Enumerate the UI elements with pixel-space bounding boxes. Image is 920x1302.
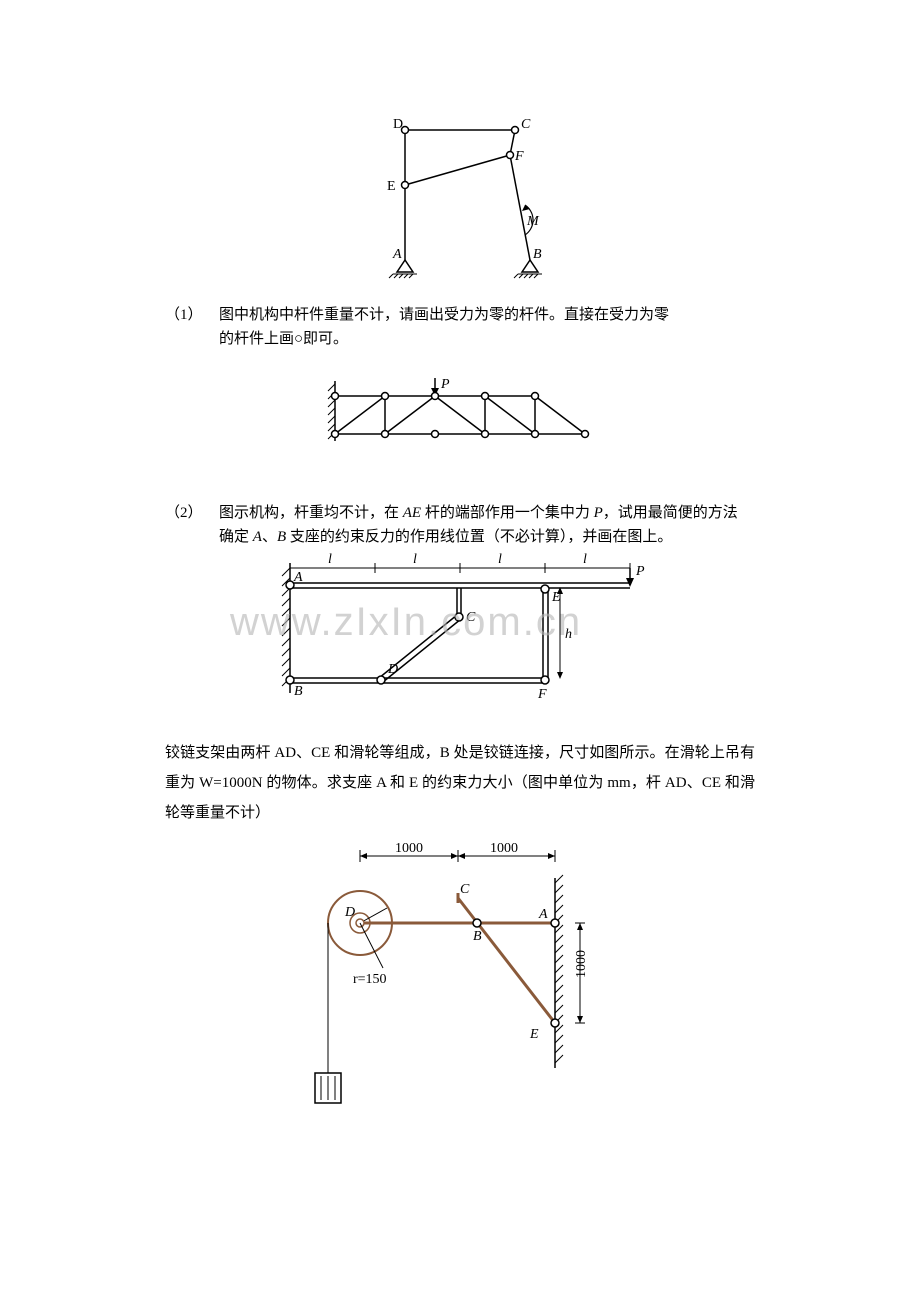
f4-B: B [473, 929, 482, 944]
label-E: E [387, 179, 396, 194]
label-M: M [526, 214, 540, 229]
q1-text: 图中机构中杆件重量不计，请画出受力为零的杆件。直接在受力为零 的杆件上画○即可。 [219, 303, 739, 351]
q1-line2: 的杆件上画○即可。 [219, 331, 348, 347]
q2-num: （2） [165, 501, 215, 522]
figure-2-container: P [165, 376, 755, 456]
label-C: C [521, 117, 531, 132]
question-1: （1） 图中机构中杆件重量不计，请画出受力为零的杆件。直接在受力为零 的杆件上画… [165, 303, 755, 351]
label-D: D [393, 117, 403, 132]
figure-1-container: D C F E A B M [165, 110, 755, 285]
figure-1-svg: D C F E A B M [375, 110, 545, 285]
f4-r: r=150 [353, 972, 387, 987]
f4-C: C [460, 882, 470, 897]
f3-F: F [537, 687, 547, 702]
f3-l3: l [498, 552, 502, 567]
f4-E: E [529, 1027, 539, 1042]
label-P: P [440, 377, 450, 392]
label-F: F [514, 149, 524, 164]
f3-E: E [551, 590, 561, 605]
q1-line1: 图中机构中杆件重量不计，请画出受力为零的杆件。直接在受力为零 [219, 307, 669, 323]
question-2: （2） 图示机构，杆重均不计，在 AE 杆的端部作用一个集中力 P，试用最简便的… [165, 501, 755, 549]
figure-3-svg: A B C D E F P l l l l h [260, 543, 660, 708]
f4-d1: 1000 [395, 841, 423, 856]
f3-l2: l [413, 552, 417, 567]
q1-num: （1） [165, 303, 215, 324]
f3-B: B [294, 684, 303, 699]
figure-4-svg: 1000 1000 1000 C D B A E r=150 [305, 838, 615, 1143]
figure-2-svg: P [325, 376, 595, 456]
f4-A: A [538, 907, 548, 922]
f3-l4: l [583, 552, 587, 567]
f3-A: A [293, 570, 303, 585]
f3-h: h [565, 627, 572, 642]
label-B: B [533, 247, 542, 262]
f4-D: D [344, 905, 355, 920]
figure-3-container: A B C D E F P l l l l h [165, 543, 755, 708]
question-3: 铰链支架由两杆 AD、CE 和滑轮等组成，B 处是铰链连接，尺寸如图所示。在滑轮… [165, 738, 755, 828]
q2-text: 图示机构，杆重均不计，在 AE 杆的端部作用一个集中力 P，试用最简便的方法确定… [219, 501, 739, 549]
figure-4-container: 1000 1000 1000 C D B A E r=150 [165, 838, 755, 1143]
label-A: A [392, 247, 402, 262]
f3-l1: l [328, 552, 332, 567]
f4-dv: 1000 [574, 950, 589, 978]
f3-P: P [635, 564, 645, 579]
f3-D: D [387, 662, 398, 677]
f3-C: C [466, 610, 476, 625]
f4-d2: 1000 [490, 841, 518, 856]
